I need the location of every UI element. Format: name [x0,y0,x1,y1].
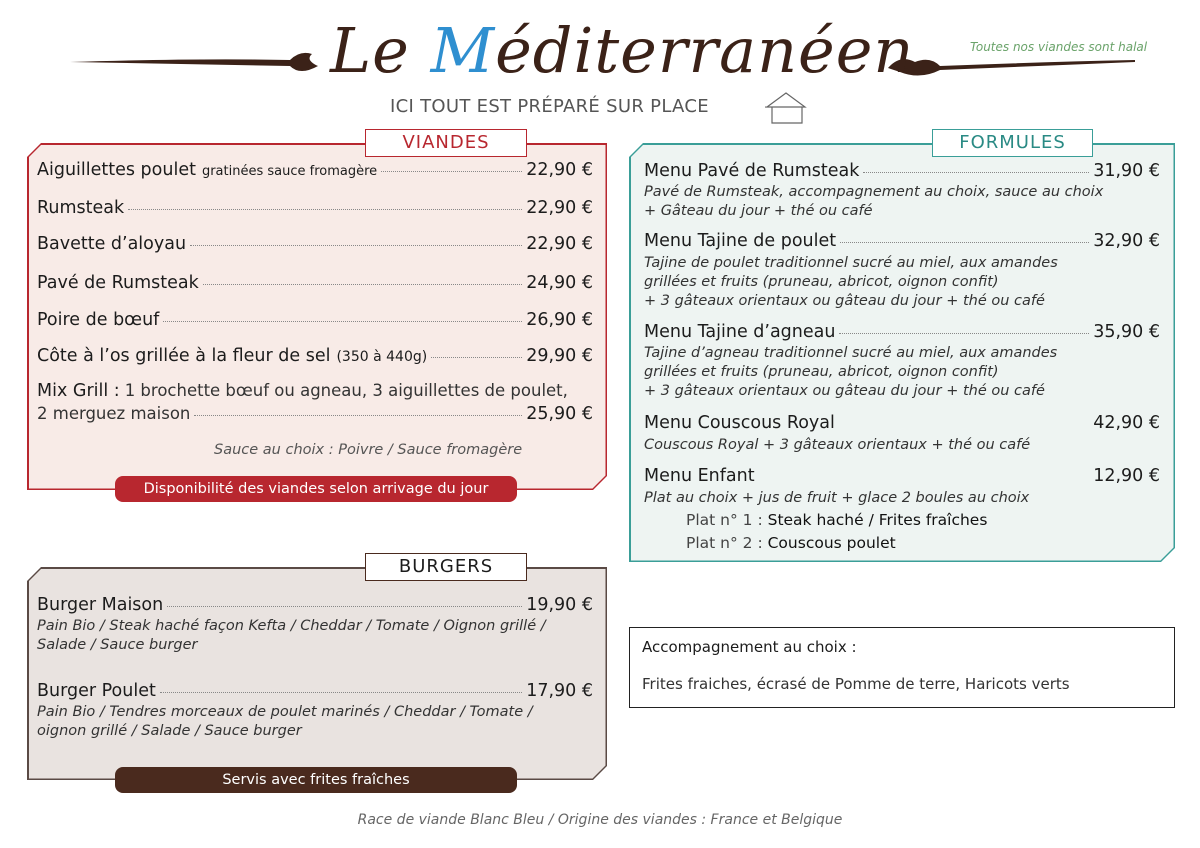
menu-item: Poire de bœuf 26,90 € [37,310,593,330]
restaurant-title: Le Méditerranéen [330,14,915,87]
house-icon [765,92,807,124]
menu-item: Menu Pavé de Rumsteak 31,90 € [644,161,1160,181]
menu-item: Bavette d’aloyau 22,90 € [37,234,593,254]
menu-item-mix-grill-line2: 2 merguez maison 25,90 € [37,404,593,424]
menu-item-mix-grill: Mix Grill :1 brochette bœuf ou agneau, 3… [37,381,568,401]
item-description: Pavé de Rumsteak, accompagnement au choi… [644,184,1104,219]
item-description: Tajine de poulet traditionnel sucré au m… [644,255,1058,309]
item-description: Couscous Royal + 3 gâteaux orientaux + t… [644,437,1031,453]
fries-banner: Servis avec frites fraîches [115,767,517,793]
menu-item: Menu Tajine de poulet 32,90 € [644,231,1160,251]
menu-item: Rumsteak 22,90 € [37,198,593,218]
accompagnement-box: Accompagnement au choix : Frites fraiche… [629,627,1175,708]
viandes-section [27,143,607,490]
ornament-divider [70,52,1135,76]
burgers-header: BURGERS [365,553,527,581]
item-description: Pain Bio / Steak haché façon Kefta / Che… [37,618,546,653]
menu-item: Burger Maison 19,90 € [37,595,593,615]
menu-item: Aiguillettes poulet gratinées sauce froma… [37,160,593,180]
menu-item: Côte à l’os grillée à la fleur de sel (35… [37,346,593,366]
origin-note: Race de viande Blanc Bleu / Origine des … [357,812,843,828]
kids-plate-1: Plat n° 1 : Steak haché / Frites fraîche… [686,511,988,529]
menu-item: Menu Couscous Royal 42,90 € [644,413,1160,433]
formules-header: FORMULES [932,129,1093,157]
menu-item: Menu Tajine d’agneau 35,90 € [644,322,1160,342]
accompagnement-text: Frites fraiches, écrasé de Pomme de terr… [642,675,1070,693]
burgers-section [27,567,607,780]
formules-section [629,143,1175,562]
menu-item: Menu Enfant 12,90 € [644,466,1160,486]
item-description: Pain Bio / Tendres morceaux de poulet ma… [37,704,533,739]
menu-item: Pavé de Rumsteak 24,90 € [37,273,593,293]
accompagnement-title: Accompagnement au choix : [642,638,857,656]
kids-plate-2: Plat n° 2 : Couscous poulet [686,534,896,552]
tagline: ICI TOUT EST PRÉPARÉ SUR PLACE [390,96,709,117]
availability-banner: Disponibilité des viandes selon arrivage… [115,476,517,502]
item-description: Plat au choix + jus de fruit + glace 2 b… [644,490,1030,506]
menu-item: Burger Poulet 17,90 € [37,681,593,701]
halal-note: Toutes nos viandes sont halal [970,40,1148,54]
item-description: Tajine d’agneau traditionnel sucré au mi… [644,345,1058,399]
sauce-note: Sauce au choix : Poivre / Sauce fromagèr… [214,442,523,458]
viandes-header: VIANDES [365,129,527,157]
